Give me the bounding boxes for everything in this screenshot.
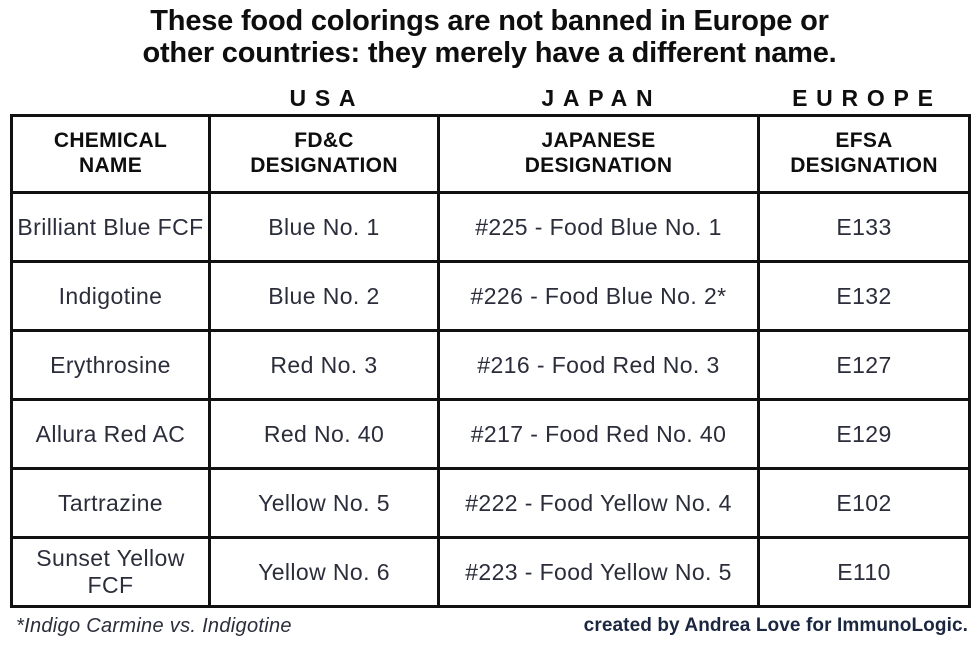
cell-japanese-designation: #226 - Food Blue No. 2* bbox=[437, 259, 760, 332]
cell-fdc-designation: Blue No. 1 bbox=[208, 190, 440, 263]
table-row: Erythrosine Red No. 3 #216 - Food Red No… bbox=[10, 328, 971, 401]
cell-chemical-name: Brilliant Blue FCF bbox=[10, 190, 211, 263]
header-line: DESIGNATION bbox=[524, 153, 673, 177]
table-row: Brilliant Blue FCF Blue No. 1 #225 - Foo… bbox=[10, 190, 971, 263]
header-line: EFSA bbox=[835, 129, 893, 153]
cell-japanese-designation: #217 - Food Red No. 40 bbox=[437, 397, 760, 470]
cell-fdc-designation: Yellow No. 5 bbox=[208, 466, 440, 539]
cell-japanese-designation: #225 - Food Blue No. 1 bbox=[437, 190, 760, 263]
table-row: Tartrazine Yellow No. 5 #222 - Food Yell… bbox=[10, 466, 971, 539]
cell-fdc-designation: Blue No. 2 bbox=[208, 259, 440, 332]
cell-japanese-designation: #222 - Food Yellow No. 4 bbox=[437, 466, 760, 539]
cell-fdc-designation: Red No. 40 bbox=[208, 397, 440, 470]
region-labels: USA JAPAN EUROPE bbox=[10, 84, 968, 112]
cell-efsa-designation: E110 bbox=[757, 535, 971, 608]
table-row: Indigotine Blue No. 2 #226 - Food Blue N… bbox=[10, 259, 971, 332]
table-row: Allura Red AC Red No. 40 #217 - Food Red… bbox=[10, 397, 971, 470]
cell-chemical-name: Indigotine bbox=[10, 259, 211, 332]
colorings-table: CHEMICAL NAME FD&C DESIGNATION JAPANESE … bbox=[10, 113, 971, 608]
col-header-fdc-designation: FD&C DESIGNATION bbox=[208, 113, 440, 194]
credit: created by Andrea Love for ImmunoLogic. bbox=[583, 614, 968, 636]
cell-efsa-designation: E127 bbox=[757, 328, 971, 401]
region-label-japan: JAPAN bbox=[541, 84, 662, 111]
col-header-japanese-designation: JAPANESE DESIGNATION bbox=[437, 113, 760, 194]
title-line-2: other countries: they merely have a diff… bbox=[142, 36, 837, 69]
cell-japanese-designation: #223 - Food Yellow No. 5 bbox=[437, 535, 760, 608]
cell-chemical-name: Allura Red AC bbox=[10, 397, 211, 470]
cell-chemical-name: Tartrazine bbox=[10, 466, 211, 539]
region-label-spacer bbox=[10, 84, 208, 112]
cell-efsa-designation: E132 bbox=[757, 259, 971, 332]
header-line: FD&C bbox=[294, 129, 354, 153]
cell-efsa-designation: E129 bbox=[757, 397, 971, 470]
header-line: JAPANESE bbox=[541, 129, 656, 153]
col-header-chemical-name: CHEMICAL NAME bbox=[10, 113, 211, 194]
footnote: *Indigo Carmine vs. Indigotine bbox=[16, 614, 292, 637]
cell-chemical-name: Sunset Yellow FCF bbox=[10, 535, 211, 608]
cell-efsa-designation: E133 bbox=[757, 190, 971, 263]
region-label-europe: EUROPE bbox=[792, 84, 942, 111]
footer: *Indigo Carmine vs. Indigotine created b… bbox=[10, 615, 968, 638]
title-line-1: These food colorings are not banned in E… bbox=[150, 5, 829, 37]
cell-fdc-designation: Yellow No. 6 bbox=[208, 535, 440, 608]
page-title: These food colorings are not banned in E… bbox=[0, 5, 979, 70]
header-line: CHEMICAL bbox=[53, 129, 168, 153]
header-line: NAME bbox=[78, 153, 143, 177]
col-header-efsa-designation: EFSA DESIGNATION bbox=[757, 113, 971, 194]
header-line: DESIGNATION bbox=[250, 153, 398, 177]
table-header-row: CHEMICAL NAME FD&C DESIGNATION JAPANESE … bbox=[10, 113, 971, 194]
cell-japanese-designation: #216 - Food Red No. 3 bbox=[437, 328, 760, 401]
cell-chemical-name: Erythrosine bbox=[10, 328, 211, 401]
cell-fdc-designation: Red No. 3 bbox=[208, 328, 440, 401]
region-label-usa: USA bbox=[289, 84, 365, 111]
header-line: DESIGNATION bbox=[790, 153, 938, 177]
table-row: Sunset Yellow FCF Yellow No. 6 #223 - Fo… bbox=[10, 535, 971, 608]
cell-efsa-designation: E102 bbox=[757, 466, 971, 539]
